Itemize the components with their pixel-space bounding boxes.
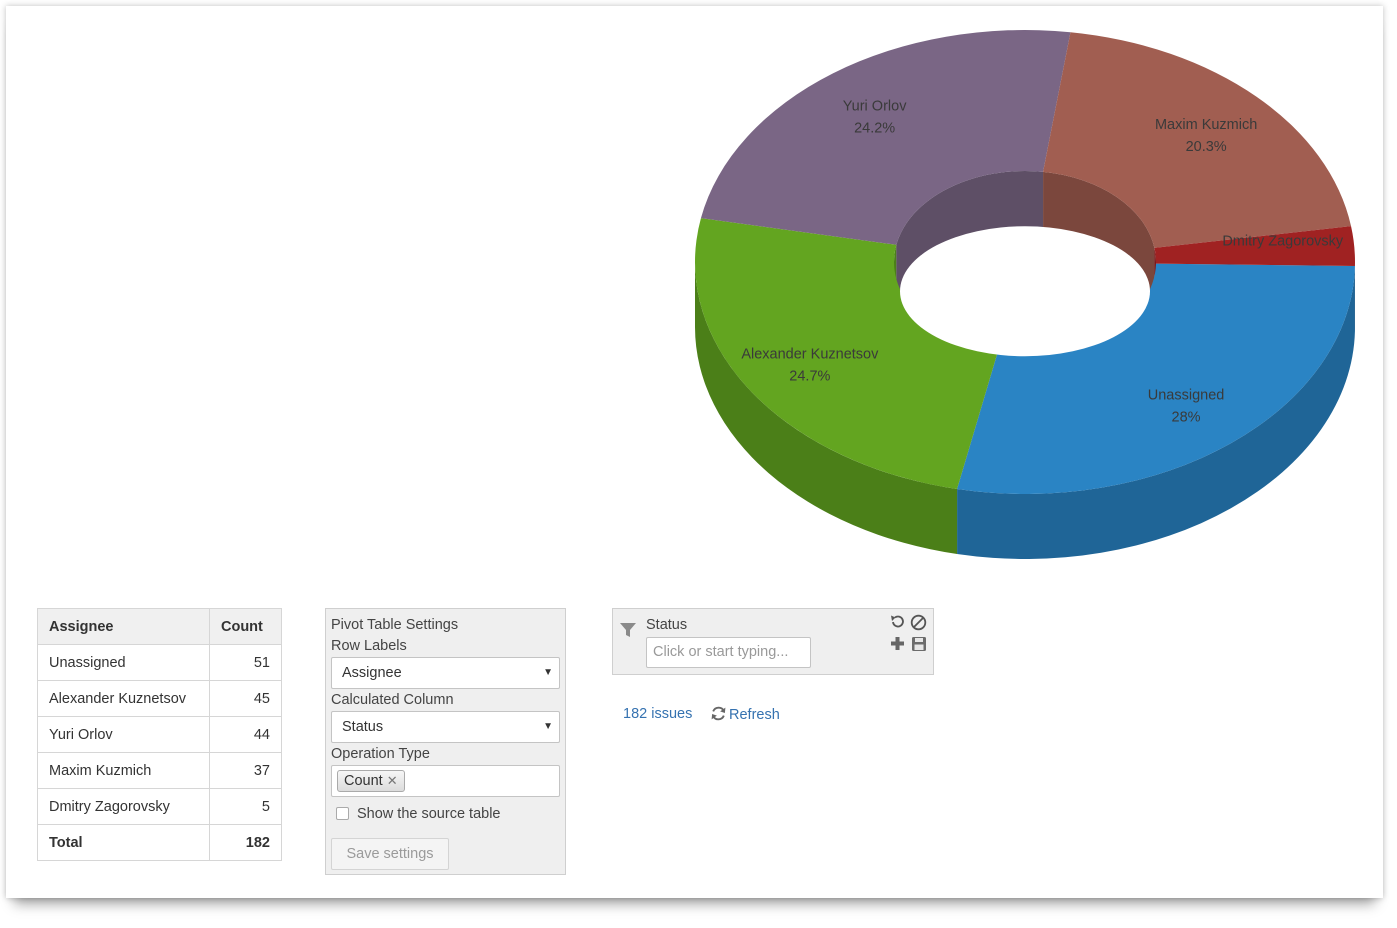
refresh-label: Refresh	[729, 707, 780, 723]
filter-field-label: Status	[646, 617, 688, 633]
operation-type-label: Operation Type	[331, 746, 430, 762]
pivot-result-table: Assignee Count Unassigned 51 Alexander K…	[37, 608, 282, 861]
donut-slice[interactable]	[957, 263, 1355, 494]
calculated-column-label: Calculated Column	[331, 692, 454, 708]
save-settings-button[interactable]: Save settings	[331, 838, 449, 870]
donut-chart: Unassigned 28% Alexander Kuznetsov 24.7% Yur…	[695, 30, 1355, 559]
donut-slice[interactable]	[1154, 226, 1355, 267]
undo-icon[interactable]	[889, 614, 905, 630]
table-total-row: Total 182	[37, 824, 282, 861]
slice-percent-label: 20.3%	[1186, 139, 1227, 155]
filter-icon	[620, 623, 636, 637]
pivot-settings-panel: Pivot Table Settings Row Labels Assignee…	[325, 608, 566, 875]
slice-percent-label: 24.7%	[789, 368, 830, 384]
show-source-label: Show the source table	[357, 806, 501, 822]
refresh-icon	[711, 706, 726, 721]
slice-label: Maxim Kuzmich	[1155, 117, 1257, 133]
operation-tag[interactable]: Count ✕	[337, 770, 405, 792]
table-row: Unassigned 51	[37, 644, 282, 681]
column-header-assignee[interactable]: Assignee	[37, 608, 210, 645]
operation-tag-label: Count	[344, 773, 383, 789]
assignee-cell: Unassigned	[37, 644, 210, 681]
count-cell: 51	[209, 644, 282, 681]
total-label: Total	[37, 824, 210, 861]
settings-title: Pivot Table Settings	[331, 617, 459, 633]
count-cell: 45	[209, 680, 282, 717]
donut-slice[interactable]	[700, 30, 1071, 245]
donut-slice[interactable]	[1043, 32, 1352, 248]
count-cell: 37	[209, 752, 282, 789]
assignee-cell: Alexander Kuznetsov	[37, 680, 210, 717]
donut-slice[interactable]	[695, 218, 999, 490]
donut-side-wall	[957, 266, 1355, 559]
status-filter-box: Status Click or start typing...	[612, 608, 934, 675]
assignee-cell: Dmitry Zagorovsky	[37, 788, 210, 825]
slice-label: Alexander Kuznetsov	[741, 346, 879, 362]
slice-label: Unassigned	[1148, 388, 1225, 404]
slice-label: Dmitry Zagorovsky	[1222, 234, 1344, 250]
row-labels-value: Assignee	[342, 665, 402, 681]
slice-percent-label: 28%	[1172, 410, 1201, 426]
show-source-checkbox[interactable]	[336, 807, 349, 820]
count-cell: 44	[209, 716, 282, 753]
donut-side-wall	[695, 262, 958, 555]
calculated-column-select[interactable]: Status ▼	[331, 711, 560, 743]
issues-count: 182 issues	[623, 706, 693, 722]
table-row: Dmitry Zagorovsky 5	[37, 788, 282, 825]
table-row: Maxim Kuzmich 37	[37, 752, 282, 789]
clear-icon[interactable]	[910, 614, 927, 631]
column-header-count[interactable]: Count	[209, 608, 282, 645]
count-cell: 5	[209, 788, 282, 825]
table-header-row: Assignee Count	[37, 608, 282, 645]
donut-hole	[900, 226, 1150, 357]
add-icon[interactable]	[890, 636, 905, 651]
status-filter-input[interactable]: Click or start typing...	[646, 637, 811, 668]
row-labels-label: Row Labels	[331, 638, 407, 654]
remove-tag-icon[interactable]: ✕	[386, 773, 398, 788]
table-row: Yuri Orlov 44	[37, 716, 282, 753]
slice-percent-label: 24.2%	[854, 121, 895, 137]
slice-label: Yuri Orlov	[843, 99, 907, 115]
row-labels-select[interactable]: Assignee ▼	[331, 657, 560, 689]
dropdown-arrow-icon: ▼	[543, 667, 553, 678]
calculated-column-value: Status	[342, 719, 384, 735]
refresh-link[interactable]: Refresh	[710, 705, 780, 723]
total-value: 182	[209, 824, 282, 861]
assignee-cell: Maxim Kuzmich	[37, 752, 210, 789]
dropdown-arrow-icon: ▼	[543, 721, 553, 732]
save-icon[interactable]	[911, 636, 927, 652]
assignee-cell: Yuri Orlov	[37, 716, 210, 753]
operation-type-multiselect[interactable]: Count ✕	[331, 765, 560, 797]
table-row: Alexander Kuznetsov 45	[37, 680, 282, 717]
